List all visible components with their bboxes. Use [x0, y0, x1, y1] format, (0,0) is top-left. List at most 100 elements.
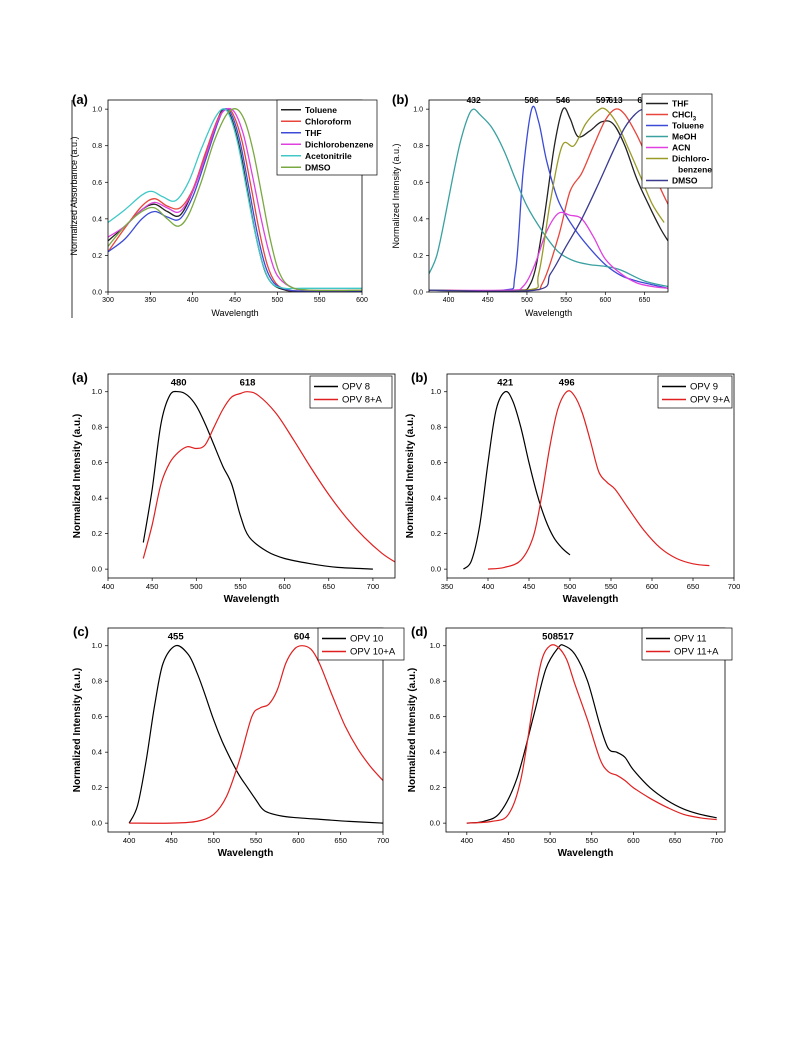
x-tick-label: 450 — [146, 582, 159, 591]
series-line-1 — [462, 390, 571, 570]
panel-label: (a) — [72, 92, 88, 107]
peak-label: 480 — [171, 378, 187, 389]
legend-entry: OPV 11 — [674, 634, 707, 645]
y-tick-label: 0.4 — [92, 748, 102, 757]
x-tick-label: 400 — [123, 836, 136, 845]
legend-box — [317, 627, 405, 661]
series-line-4 — [429, 108, 668, 288]
legend-entry: THF — [672, 99, 689, 109]
x-tick-label: 550 — [250, 836, 263, 845]
y-tick-label: 0.4 — [431, 494, 441, 503]
y-tick-label: 0.0 — [92, 819, 102, 828]
x-axis-title: Wavelength — [525, 308, 572, 318]
peak-label: 432 — [467, 95, 481, 105]
legend-entry: OPV 8 — [342, 382, 370, 393]
legend: OPV 11 OPV 11+A — [641, 627, 733, 661]
x-tick-label: 600 — [278, 582, 291, 591]
x-tick-label: 450 — [165, 836, 178, 845]
chart-em: (b) 400 450 500 550 600 650 0.0 0.2 0.4 0.6 0.8 1.0 W… — [391, 92, 713, 318]
x-tick-label: 400 — [461, 836, 474, 845]
x-tick-label: 550 — [585, 836, 598, 845]
x-axis-title: Wavelength — [224, 594, 280, 605]
x-axis-title: Wavelength — [211, 308, 258, 318]
legend-entry: OPV 10 — [350, 634, 383, 645]
plot-frame — [445, 627, 726, 833]
x-tick-label: 500 — [564, 582, 577, 591]
y-tick-label: 1.0 — [413, 107, 423, 114]
panel-label: (b) — [392, 92, 409, 107]
x-tick-label: 550 — [234, 582, 247, 591]
x-tick-label: 400 — [443, 297, 455, 304]
series-line-2 — [429, 108, 668, 292]
y-tick-label: 0.8 — [92, 423, 102, 432]
x-tick-label: 450 — [523, 582, 536, 591]
series-line-1 — [142, 390, 373, 570]
y-tick-label: 0.0 — [413, 290, 423, 297]
y-tick-label: 0.2 — [431, 529, 441, 538]
x-tick-label: 550 — [605, 582, 618, 591]
legend-entry: Toluene — [305, 105, 337, 115]
legend-entry: OPV 8+A — [342, 395, 383, 406]
y-tick-label: 0.0 — [431, 565, 441, 574]
series-group — [462, 390, 710, 570]
peak-label: 517 — [558, 632, 574, 643]
y-axis-title: Normalized Intensity (a.u.) — [407, 668, 418, 792]
legend-entry: ACN — [672, 143, 690, 153]
y-tick-label: 0.6 — [92, 712, 102, 721]
x-tick-label: 400 — [102, 582, 115, 591]
series-group — [142, 390, 395, 570]
plot-frame — [428, 99, 669, 293]
y-tick-label: 0.8 — [413, 143, 423, 150]
x-tick-label: 550 — [314, 297, 326, 304]
x-tick-label: 600 — [627, 836, 640, 845]
series-line-1 — [466, 644, 717, 824]
legend-box — [309, 375, 393, 409]
x-tick-label: 300 — [102, 297, 114, 304]
y-tick-label: 0.8 — [92, 143, 102, 150]
y-axis-title: Normalized Intensity (a.u.) — [391, 143, 401, 248]
series-line-1 — [128, 644, 383, 824]
y-tick-label: 0.6 — [92, 458, 102, 467]
legend-entry: Dichlorobenzene — [305, 139, 374, 149]
panel-label: (b) — [411, 370, 428, 385]
x-tick-label: 500 — [271, 297, 283, 304]
chart-opv10: (c) 400 450 500 550 600 650 700 0.0 0.2 0.4 0.6 0.8 1… — [72, 624, 405, 859]
legend-entry: OPV 11+A — [674, 647, 719, 658]
x-tick-label: 600 — [646, 582, 659, 591]
x-tick-label: 650 — [669, 836, 682, 845]
y-tick-label: 0.4 — [92, 494, 102, 503]
chart-opv8: (a) 400 450 500 550 600 650 700 0.0 0.2 0.4 0.6 0.8 1… — [72, 370, 396, 605]
x-tick-label: 700 — [367, 582, 380, 591]
x-tick-label: 400 — [482, 582, 495, 591]
y-tick-label: 0.4 — [430, 748, 440, 757]
legend-entry: Toluene — [672, 121, 704, 131]
y-tick-label: 0.2 — [92, 783, 102, 792]
plot-frame — [107, 373, 396, 579]
y-tick-label: 0.0 — [92, 565, 102, 574]
x-axis-title: Wavelength — [563, 594, 619, 605]
legend-entry: OPV 10+A — [350, 647, 396, 658]
panel-label: (c) — [73, 624, 89, 639]
peak-label: 546 — [556, 95, 570, 105]
series-line-5 — [429, 211, 668, 292]
plot-frame — [107, 627, 384, 833]
y-tick-label: 0.2 — [92, 253, 102, 260]
series-line-2 — [129, 645, 383, 824]
legend-entry: THF — [305, 128, 322, 138]
legend: THFCHCl3TolueneMeOHACNDichloro-benzeneDM… — [641, 93, 713, 189]
y-tick-label: 0.6 — [431, 458, 441, 467]
peak-label: 506 — [525, 95, 539, 105]
legend-entry: DMSO — [305, 162, 331, 172]
y-tick-label: 1.0 — [431, 387, 441, 396]
legend-entry: OPV 9+A — [690, 395, 731, 406]
legend: OPV 9 OPV 9+A — [657, 375, 733, 409]
x-tick-label: 700 — [377, 836, 390, 845]
x-axis-title: Wavelength — [218, 848, 274, 859]
y-tick-label: 0.2 — [430, 783, 440, 792]
legend: OPV 8 OPV 8+A — [309, 375, 393, 409]
series-line-2 — [142, 391, 395, 563]
legend-entry: Acetonitrile — [305, 151, 352, 161]
series-line-1 — [429, 107, 668, 292]
chart-abs: (a) 300 350 400 450 500 550 600 0.0 0.2 0.4 0.6 0.8 1… — [69, 92, 378, 318]
